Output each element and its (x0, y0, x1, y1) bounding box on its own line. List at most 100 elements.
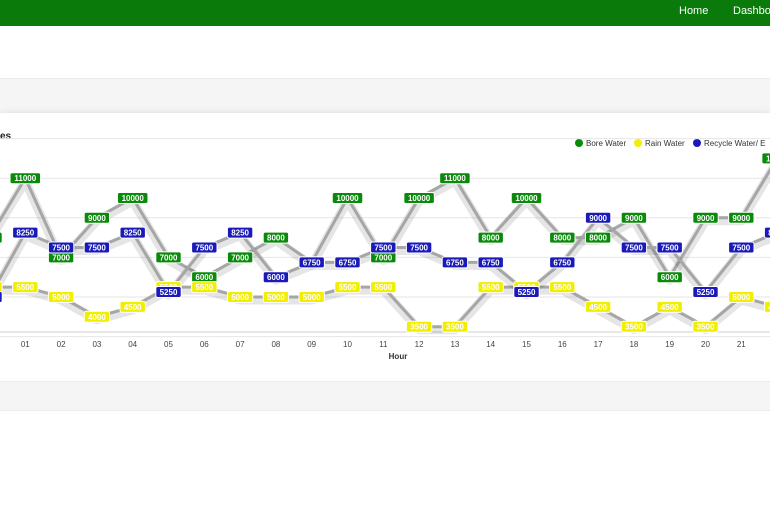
x-tick-label-13: 13 (450, 340, 459, 349)
data-label-s1-14: 5500 (477, 281, 504, 294)
data-label-box-s0-13 (439, 172, 471, 185)
data-label-s0-13: 11000 (439, 172, 471, 185)
data-label-text-s0-10: 10000 (336, 194, 359, 203)
legend-recycle-water-marker (693, 139, 701, 147)
data-label-s0-01: 11000 (9, 172, 42, 185)
legend-recycle-water[interactable]: Recycle Water/ E (693, 139, 766, 148)
data-label-box-s2-21 (728, 241, 755, 254)
data-label-box-s0-03 (83, 211, 111, 224)
data-label-box-s1-10 (334, 281, 361, 294)
data-label-text-s2-12: 7500 (410, 244, 428, 253)
data-label-box-s1-13 (441, 320, 469, 333)
data-label-text-s1-06: 5500 (195, 283, 213, 292)
data-label-text-s2-08: 6000 (267, 273, 285, 282)
x-tick-label-04: 04 (128, 340, 137, 349)
data-label-s0-02: 7000 (47, 251, 75, 264)
x-tick-label-03: 03 (92, 340, 101, 349)
legend-rain-water[interactable]: Rain Water (634, 139, 685, 148)
data-label-s2-10: 6750 (334, 256, 361, 269)
data-label-box-s1-22 (763, 300, 770, 313)
data-label-box-s0-10 (331, 192, 364, 204)
data-label-box-s2-14 (477, 256, 504, 269)
data-label-text-s1-01: 5500 (16, 283, 34, 292)
data-label-text-s1-04: 4500 (124, 303, 142, 312)
data-label-box-s2-00 (0, 291, 3, 303)
data-label-box-s2-02 (47, 241, 75, 254)
data-label-text-s1-13: 3500 (446, 323, 464, 332)
data-label-box-s1-21 (728, 291, 755, 303)
data-label-text-s1-09: 5000 (303, 293, 321, 302)
data-label-s1-00: 5500 (0, 281, 3, 294)
data-label-s1-22: 4500 (763, 300, 770, 313)
nav-dashboard-link[interactable]: Dashbo (733, 5, 770, 17)
data-label-s1-18: 3500 (620, 320, 648, 333)
data-label-s0-04: 10000 (116, 192, 149, 204)
data-label-s1-10: 5500 (334, 281, 361, 294)
data-label-s1-16: 5500 (549, 281, 576, 294)
data-label-s0-20: 9000 (692, 211, 719, 224)
data-label-text-s2-04: 8250 (124, 229, 142, 238)
data-label-box-s2-15 (513, 286, 540, 299)
data-label-text-s0-15: 10000 (515, 194, 538, 203)
data-label-s0-15: 10000 (510, 192, 543, 204)
data-label-text-s2-14: 6750 (482, 258, 500, 267)
data-label-text-s2-22: 8250 (768, 229, 770, 238)
nav-home-link[interactable]: Home (679, 5, 709, 17)
x-tick-label-12: 12 (415, 340, 424, 349)
data-label-text-s0-02: 7000 (52, 253, 70, 262)
data-label-s2-03: 7500 (83, 241, 111, 254)
x-tick-label-20: 20 (701, 340, 710, 349)
data-label-box-s2-03 (83, 241, 111, 254)
data-label-box-s1-18 (620, 320, 648, 333)
data-label-box-s0-05 (155, 251, 182, 264)
data-label-box-s2-10 (334, 256, 361, 269)
data-label-s0-06: 6000 (191, 271, 218, 284)
data-label-box-s1-03 (83, 310, 111, 323)
data-label-s0-18: 9000 (620, 211, 648, 224)
data-label-text-s0-13: 11000 (444, 174, 466, 183)
data-label-s2-13: 6750 (441, 256, 469, 269)
data-label-text-s0-05: 7000 (160, 253, 178, 262)
data-label-s2-04: 8250 (119, 226, 146, 239)
data-label-box-s1-01 (12, 281, 39, 294)
data-label-box-s0-22 (761, 152, 770, 165)
data-label-box-s2-12 (405, 241, 433, 254)
data-label-text-s1-14: 5500 (482, 283, 500, 292)
x-tick-label-10: 10 (343, 340, 352, 349)
data-label-s2-19: 7500 (656, 241, 683, 254)
data-label-text-s2-13: 6750 (446, 258, 464, 267)
data-label-text-s0-06: 6000 (195, 273, 213, 282)
data-label-s0-14: 8000 (477, 231, 504, 244)
legend-bore-water[interactable]: Bore Water (575, 139, 626, 148)
data-label-text-s2-18: 7500 (625, 244, 643, 253)
data-label-box-s0-01 (9, 172, 42, 185)
data-label-s1-21: 5000 (728, 291, 755, 303)
data-label-s1-06: 5500 (191, 281, 218, 294)
data-label-s2-08: 6000 (262, 271, 290, 284)
data-label-s1-02: 5000 (47, 291, 75, 303)
data-label-s2-11: 7500 (370, 241, 397, 254)
data-label-box-s2-13 (441, 256, 469, 269)
data-label-s0-12: 10000 (403, 192, 435, 204)
data-label-s2-21: 7500 (728, 241, 755, 254)
data-label-s2-14: 6750 (477, 256, 504, 269)
data-label-box-s1-06 (191, 281, 218, 294)
data-label-box-s2-11 (370, 241, 397, 254)
data-label-s1-01: 5500 (12, 281, 39, 294)
data-label-s0-03: 9000 (83, 211, 111, 224)
section-band-bottom (0, 381, 770, 411)
data-label-box-s2-16 (549, 256, 576, 269)
data-label-box-s0-18 (620, 211, 648, 224)
legend-rain-water-label: Rain Water (645, 139, 685, 148)
data-label-box-s0-20 (692, 211, 719, 224)
data-label-s0-07: 7000 (226, 251, 254, 264)
data-label-box-s1-00 (0, 281, 3, 294)
data-label-text-s0-08: 8000 (267, 234, 285, 243)
data-label-text-s0-07: 7000 (231, 253, 249, 262)
data-label-box-s1-20 (692, 320, 719, 333)
data-label-text-s2-07: 8250 (231, 229, 249, 238)
legend-bore-water-marker (575, 139, 583, 147)
data-label-text-s1-11: 5500 (374, 283, 392, 292)
x-tick-label-16: 16 (558, 340, 567, 349)
